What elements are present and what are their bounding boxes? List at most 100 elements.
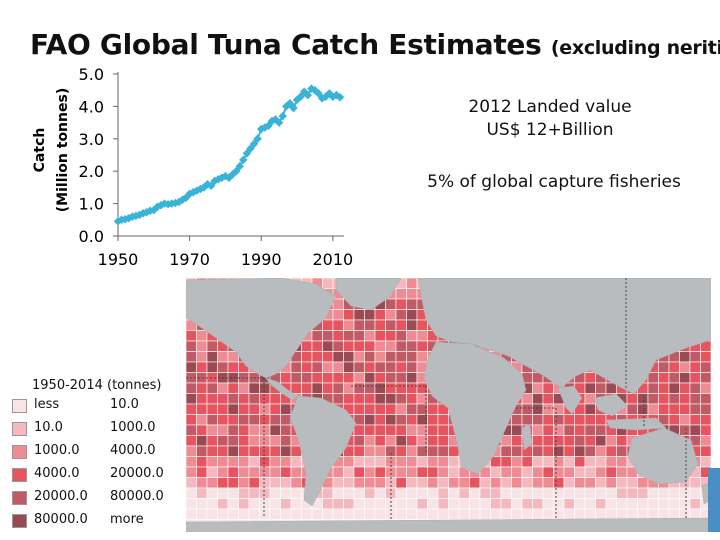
grid-cell [332,382,344,394]
grid-cell [605,435,617,447]
grid-cell [553,456,565,468]
fishing-area-boundaries [186,278,687,520]
grid-cell [595,508,607,520]
grid-cell [532,382,544,394]
grid-cell [353,487,365,499]
grid-cell [700,445,711,457]
grid-cell [322,319,334,331]
grid-cell [217,466,229,478]
legend-high: more [110,512,144,527]
grid-cell [637,498,649,510]
y-axis-label-line2: (Million tonnes) [55,88,71,212]
grid-cell [280,456,292,468]
grid-cell [700,382,711,394]
grid-cell [553,508,565,520]
grid-cell [364,435,376,447]
grid-cell [584,382,596,394]
grid-cell [637,508,649,520]
grid-cell [238,403,250,415]
grid-cell [658,382,670,394]
grid-cell [322,382,334,394]
legend-swatch [12,491,27,505]
grid-cell [290,498,302,510]
grid-cell [395,309,407,321]
grid-cell [364,340,376,352]
grid-cell [269,498,281,510]
grid-cell [248,393,260,405]
grid-cell [269,424,281,436]
y-tick-label: 3.0 [79,130,104,149]
grid-cell [217,414,229,426]
grid-cell [280,487,292,499]
grid-cell [186,466,197,478]
grid-cell [616,445,628,457]
grid-cell [406,466,418,478]
grid-cell [626,508,638,520]
grid-cell [311,372,323,384]
legend-low: 10.0 [34,420,63,435]
grid-cell [353,508,365,520]
africa [423,341,527,475]
grid-cell [479,487,491,499]
grid-cell [532,403,544,415]
grid-cell [679,372,691,384]
grid-cell [521,498,533,510]
grid-cell [385,351,397,363]
grid-cell [416,319,428,331]
grid-cell [196,351,208,363]
legend-high: 80000.0 [110,489,164,504]
grid-cell [374,361,386,373]
grid-cell [343,498,355,510]
grid-cell [374,508,386,520]
grid-cell [553,414,565,426]
grid-cell [637,393,649,405]
grid-cell [521,477,533,489]
grid-cell [584,477,596,489]
grid-cell [668,414,680,426]
grid-cell [238,487,250,499]
grid-cell [269,456,281,468]
data-point [303,90,313,100]
grid-cell [332,340,344,352]
grid-cell [532,435,544,447]
grid-cell [448,477,460,489]
legend-low: less [34,397,60,412]
data-point [239,155,248,165]
grid-cell [406,288,418,300]
grid-cell [427,414,439,426]
grid-cell [395,414,407,426]
grid-cell [416,351,428,363]
grid-cell [605,477,617,489]
grid-cell [490,477,502,489]
grid-cell [700,424,711,436]
grid-cell [374,340,386,352]
grid-cell [353,361,365,373]
grid-cell [511,477,523,489]
grid-cell [196,330,208,342]
grid-cell [584,487,596,499]
grid-cell [532,477,544,489]
grid-cell [332,351,344,363]
grid-cell [521,487,533,499]
grid-cell [196,487,208,499]
grid-cell [374,393,386,405]
grid-cell [637,477,649,489]
grid-cell [511,498,523,510]
grid-cell [238,435,250,447]
grid-cell [301,340,313,352]
grid-cell [532,508,544,520]
data-point [242,149,252,158]
legend-low: 4000.0 [34,466,80,481]
grid-cell [427,498,439,510]
grid-cell [206,393,218,405]
slide-corner-decoration [708,468,720,532]
grid-cell [217,393,229,405]
grid-cell [458,498,470,510]
grid-cell [311,351,323,363]
grid-cell [689,382,701,394]
grid-cell [269,403,281,415]
grid-cell [479,508,491,520]
grid-cell [542,435,554,447]
grid-cell [374,477,386,489]
grid-cell [364,508,376,520]
